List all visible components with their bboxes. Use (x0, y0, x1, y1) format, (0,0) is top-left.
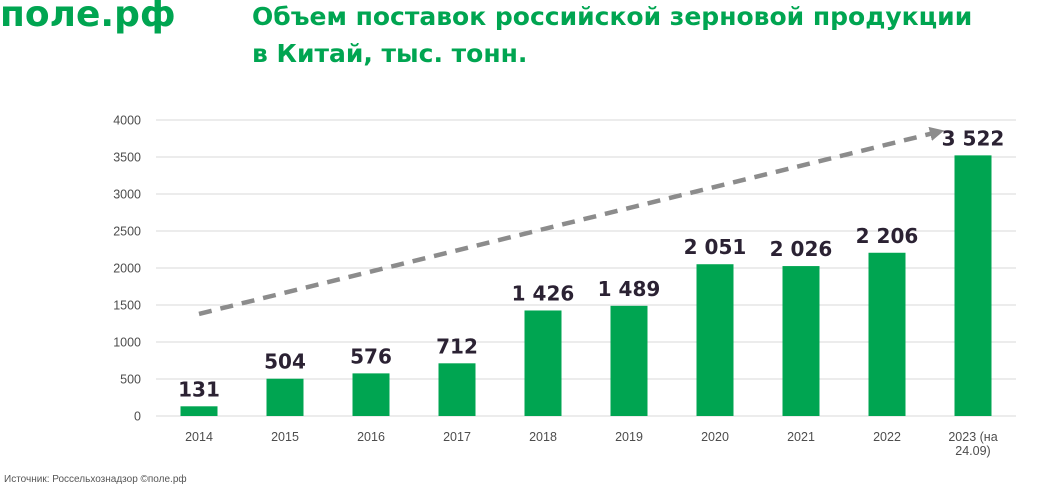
y-tick-label: 3500 (113, 151, 141, 165)
x-tick-label: 2020 (701, 430, 729, 444)
x-tick-label: 24.09) (955, 444, 990, 458)
data-label: 2 051 (684, 235, 747, 259)
y-tick-label: 3000 (113, 188, 141, 202)
data-label: 712 (436, 334, 478, 358)
y-tick-label: 2500 (113, 225, 141, 239)
bar-9 (954, 155, 992, 416)
x-tick-label: 2022 (873, 430, 901, 444)
data-label: 504 (264, 350, 306, 374)
y-tick-label: 1000 (113, 336, 141, 350)
y-tick-label: 2000 (113, 262, 141, 276)
y-tick-label: 500 (120, 373, 141, 387)
chart-title: Объем поставок российской зерновой проду… (252, 0, 1057, 72)
x-tick-label: 2018 (529, 430, 557, 444)
data-label: 1 489 (598, 277, 661, 301)
data-label: 576 (350, 344, 392, 368)
source-note: Источник: Россельхознадзор ©поле.рф (4, 474, 187, 485)
x-tick-label: 2014 (185, 430, 213, 444)
data-label: 2 206 (856, 224, 919, 248)
x-tick-label: 2015 (271, 430, 299, 444)
logo: поле.рф (0, 0, 176, 35)
trend-arrow (198, 126, 945, 317)
y-tick-label: 4000 (113, 114, 141, 128)
y-tick-label: 0 (134, 410, 141, 424)
data-label: 3 522 (942, 126, 1005, 150)
data-label: 1 426 (512, 281, 575, 305)
bar-7 (782, 266, 820, 416)
bar-2 (352, 373, 390, 416)
bar-5 (610, 305, 648, 416)
chart-title-line-1: Объем поставок российской зерновой проду… (252, 2, 973, 31)
x-tick-label: 2016 (357, 430, 385, 444)
bar-0 (180, 406, 218, 416)
x-tick-label: 2021 (787, 430, 815, 444)
x-tick-label: 2023 (на (948, 430, 997, 444)
data-label: 2 026 (770, 237, 833, 261)
x-tick-label: 2019 (615, 430, 643, 444)
bar-6 (696, 264, 734, 416)
bar-1 (266, 378, 304, 416)
chart-title-line-2: в Китай, тыс. тонн. (252, 39, 528, 68)
data-label: 131 (178, 377, 220, 401)
y-tick-label: 1500 (113, 299, 141, 313)
x-tick-label: 2017 (443, 430, 471, 444)
bar-8 (868, 252, 906, 416)
bar-4 (524, 310, 562, 416)
bar-3 (438, 363, 476, 416)
